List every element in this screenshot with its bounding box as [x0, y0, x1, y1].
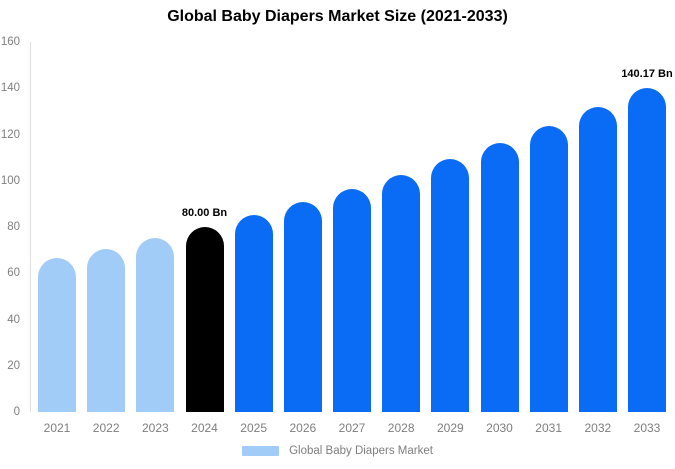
y-tick-label: 0 — [13, 406, 20, 418]
x-axis-label: 2032 — [584, 421, 612, 435]
legend: Global Baby Diapers Market — [0, 445, 675, 457]
bar-2025 — [234, 215, 273, 412]
x-axis-label: 2030 — [486, 421, 513, 435]
x-axis-label: 2027 — [338, 421, 366, 435]
x-axis-label: 2023 — [141, 421, 169, 435]
bar-2026 — [283, 202, 322, 412]
bar-2030 — [480, 143, 519, 412]
bar-2022 — [87, 248, 126, 412]
bar-2032 — [578, 107, 617, 412]
x-axis-label: 2029 — [436, 421, 464, 435]
bar-2031 — [529, 125, 568, 412]
bar-2028 — [382, 174, 421, 412]
bar-2023 — [136, 238, 175, 412]
bar-2033 — [628, 87, 666, 412]
bar-2021 — [38, 258, 76, 412]
x-axis-label: 2022 — [92, 421, 120, 435]
x-axis-label: 2031 — [535, 421, 562, 435]
y-tick-label: 20 — [7, 359, 20, 372]
y-tick-label: 100 — [0, 174, 20, 187]
x-axis-label: 2024 — [191, 421, 218, 435]
x-axis-label: 2028 — [387, 421, 415, 435]
x-axis-label: 2026 — [289, 421, 317, 435]
y-axis-line — [30, 42, 31, 412]
chart-title: Global Baby Diapers Market Size (2021-20… — [167, 8, 508, 25]
bar-2027 — [333, 188, 371, 412]
x-axis-label: 2033 — [633, 421, 661, 435]
bar-2029 — [431, 159, 470, 412]
bar-2024 — [185, 227, 224, 412]
x-axis-label: 2025 — [240, 421, 267, 435]
legend-label: Global Baby Diapers Market — [289, 445, 433, 457]
y-tick-label: 140 — [0, 82, 20, 95]
y-tick-label: 120 — [0, 128, 20, 141]
legend-swatch — [242, 446, 280, 456]
y-tick-label: 80 — [7, 221, 20, 233]
y-tick-label: 160 — [0, 36, 20, 48]
bar-value-label: 140.17 Bn — [621, 67, 673, 80]
y-tick-label: 60 — [7, 267, 20, 280]
y-tick-label: 40 — [7, 313, 20, 326]
x-axis-label: 2021 — [43, 421, 71, 435]
bar-value-label: 80.00 Bn — [181, 207, 228, 219]
